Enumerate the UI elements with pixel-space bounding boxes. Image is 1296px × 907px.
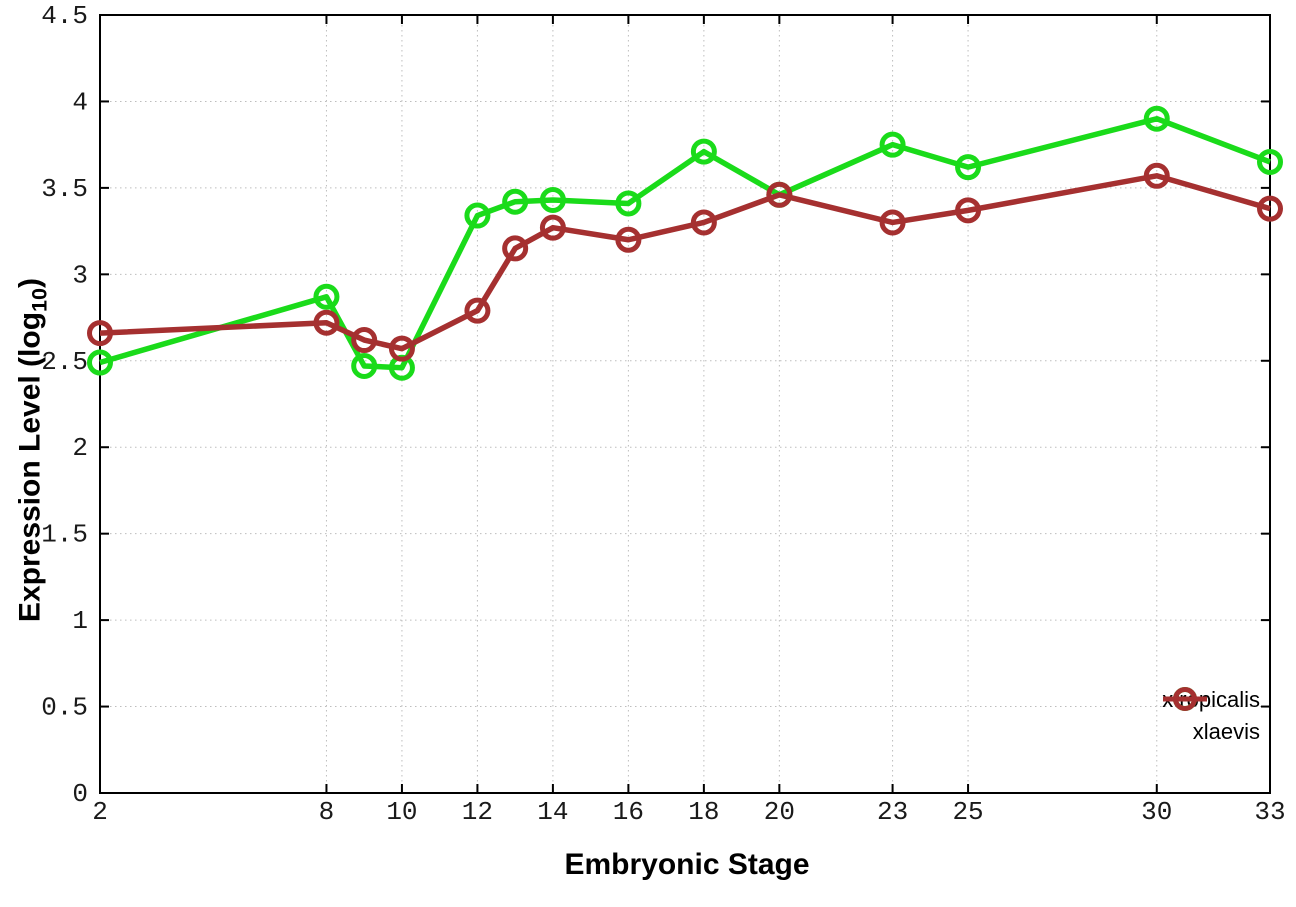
data-point-marker-xlaevis [615,226,642,253]
data-point-marker-xlaevis [539,214,566,241]
x-axis-title: Embryonic Stage [564,848,810,881]
series-line-xlaevis [99,173,1271,352]
data-point-marker-xlaevis [313,309,340,336]
data-point-marker-xlaevis [1257,195,1283,222]
x-tick-label: 20 [764,797,795,827]
legend-item-xlaevis: xlaevis [1162,687,1260,747]
legend: xtropicalis xlaevis [1162,685,1260,747]
x-tick-label: 2 [92,797,108,827]
x-tick-label: 8 [319,797,335,827]
data-point-marker-xtropicalis [502,188,529,215]
x-tick-label: 12 [462,797,493,827]
x-tick-label: 16 [613,797,644,827]
data-point-marker-xlaevis [955,197,982,224]
y-tick-label: 2.5 [41,347,88,377]
data-point-marker-xlaevis [502,235,529,262]
data-point-marker-xtropicalis [955,154,982,181]
y-tick-label: 0 [72,779,88,809]
data-point-marker-xtropicalis [1143,105,1170,132]
data-point-marker-xlaevis [879,209,906,236]
legend-sample-marker [1173,687,1198,711]
y-tick-label: 0.5 [41,693,88,723]
x-tick-label: 25 [952,797,983,827]
y-tick-label: 4 [72,87,88,117]
y-tick-label: 4.5 [41,1,88,31]
y-axis-title-subscript: 10 [26,287,52,312]
legend-label-xlaevis: xlaevis [1192,719,1260,744]
y-tick-label: 3.5 [41,174,88,204]
x-tick-label: 18 [688,797,719,827]
y-axis-title-text: Expression Level (log10) [14,278,53,622]
data-point-marker-xtropicalis [690,138,717,165]
data-point-marker-xlaevis [87,320,113,347]
data-point-marker-xtropicalis [1257,148,1283,175]
data-point-marker-xtropicalis [464,202,491,229]
x-tick-label: 33 [1254,797,1285,827]
y-tick-label: 1.5 [41,520,88,550]
data-point-marker-xlaevis [388,335,415,362]
x-tick-label: 23 [877,797,908,827]
x-tick-label: 14 [537,797,568,827]
series-line-xtropicalis [99,115,1271,371]
data-point-marker-xlaevis [1143,162,1170,189]
data-point-marker-xlaevis [464,297,491,324]
y-tick-label: 2 [72,433,88,463]
data-point-marker-xtropicalis [351,352,378,379]
x-tick-label: 10 [386,797,417,827]
y-axis-title-prefix: Expression Level (log [13,311,47,623]
data-point-marker-xlaevis [690,209,717,236]
y-tick-label: 1 [72,606,88,636]
data-point-marker-xtropicalis [313,283,340,310]
data-point-marker-xlaevis [351,327,378,354]
y-axis-title-suffix: ) [13,277,47,288]
x-tick-label: 30 [1141,797,1172,827]
data-point-marker-xlaevis [766,181,793,208]
data-point-marker-xtropicalis [615,190,642,217]
data-point-marker-xtropicalis [879,131,906,158]
y-tick-label: 3 [72,260,88,290]
data-point-marker-xtropicalis [87,349,113,376]
data-point-marker-xtropicalis [539,186,566,213]
plot-border [99,14,1271,794]
legend-sample-xlaevis-icon [1163,687,1208,711]
